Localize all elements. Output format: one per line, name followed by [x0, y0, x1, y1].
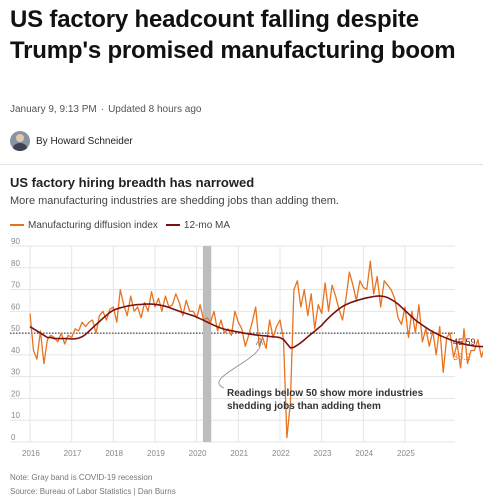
legend-item-ma: 12-mo MA: [165, 219, 231, 231]
x-tick-label: 2019: [147, 449, 165, 458]
x-tick-label: 2023: [314, 449, 332, 458]
annotation-arrow: [218, 340, 261, 389]
chart-source: Source: Bureau of Labor Statistics | Dan…: [10, 487, 176, 496]
line-chart: 0 10 20 30 40 50 60 70 80 90 2016 2017 2018 2019 2020 2…: [10, 238, 483, 458]
legend-label-index: Manufacturing diffusion index: [28, 219, 158, 231]
grid-layer: 0 10 20 30 40 50 60 70 80 90 2016 2017 2018 2019 2020 2…: [10, 238, 455, 458]
y-tick-label: 40: [11, 346, 20, 355]
recession-band-layer: [202, 246, 212, 442]
series-layer: [29, 260, 483, 439]
updated-time: Updated 8 hours ago: [108, 104, 202, 115]
annotation-arrowhead: [255, 337, 264, 346]
legend-swatch-ma: [165, 224, 180, 226]
chart-title: US factory hiring breadth has narrowed: [10, 175, 255, 190]
y-tick-label: 50: [11, 324, 20, 333]
byline[interactable]: By Howard Schneider: [10, 131, 133, 151]
author-name[interactable]: By Howard Schneider: [36, 135, 133, 147]
y-tick-label: 20: [11, 389, 20, 398]
annotation-text-line1: Readings below 50 show more industries: [227, 388, 424, 399]
end-label-layer: 45.59 38.2: [453, 337, 476, 362]
annotation-text-line2: shedding jobs than adding them: [227, 401, 381, 412]
end-label-index: 38.2: [453, 352, 471, 362]
x-tick-label: 2020: [189, 449, 207, 458]
recession-band: [202, 246, 212, 442]
end-label-ma: 45.59: [453, 337, 476, 347]
x-tick-label: 2018: [105, 449, 123, 458]
y-tick-label: 60: [11, 302, 20, 311]
x-tick-label: 2017: [64, 449, 82, 458]
dateline-separator: ·: [100, 104, 105, 115]
y-tick-label: 80: [11, 259, 20, 268]
chart-legend: Manufacturing diffusion index 12-mo MA: [10, 218, 238, 232]
x-tick-label: 2022: [272, 449, 290, 458]
x-tick-label: 2021: [230, 449, 248, 458]
headline: US factory headcount falling despite Tru…: [10, 6, 456, 64]
section-divider: [0, 164, 483, 165]
series-line-12mo-ma: [29, 295, 483, 349]
publish-date: January 9, 9:13 PM: [10, 104, 97, 115]
x-tick-label: 2025: [397, 449, 415, 458]
y-tick-label: 10: [11, 411, 20, 420]
legend-swatch-index: [10, 224, 24, 226]
x-tick-label: 2024: [355, 449, 373, 458]
x-tick-label: 2016: [22, 449, 40, 458]
y-tick-label: 90: [11, 238, 20, 246]
legend-item-index: Manufacturing diffusion index: [10, 220, 158, 231]
y-tick-label: 70: [11, 281, 20, 290]
y-tick-label: 30: [11, 368, 20, 377]
chart-note: Note: Gray band is COVID-19 recession: [10, 473, 153, 482]
dateline: January 9, 9:13 PM · Updated 8 hours ago: [10, 104, 201, 115]
author-avatar[interactable]: [10, 131, 30, 151]
annotation-layer: Readings below 50 show more industries s…: [218, 337, 424, 412]
chart-subtitle: More manufacturing industries are sheddi…: [10, 195, 339, 207]
y-tick-label: 0: [11, 433, 16, 442]
series-line-diffusion-index: [29, 260, 483, 439]
legend-label-ma: 12-mo MA: [183, 219, 231, 231]
